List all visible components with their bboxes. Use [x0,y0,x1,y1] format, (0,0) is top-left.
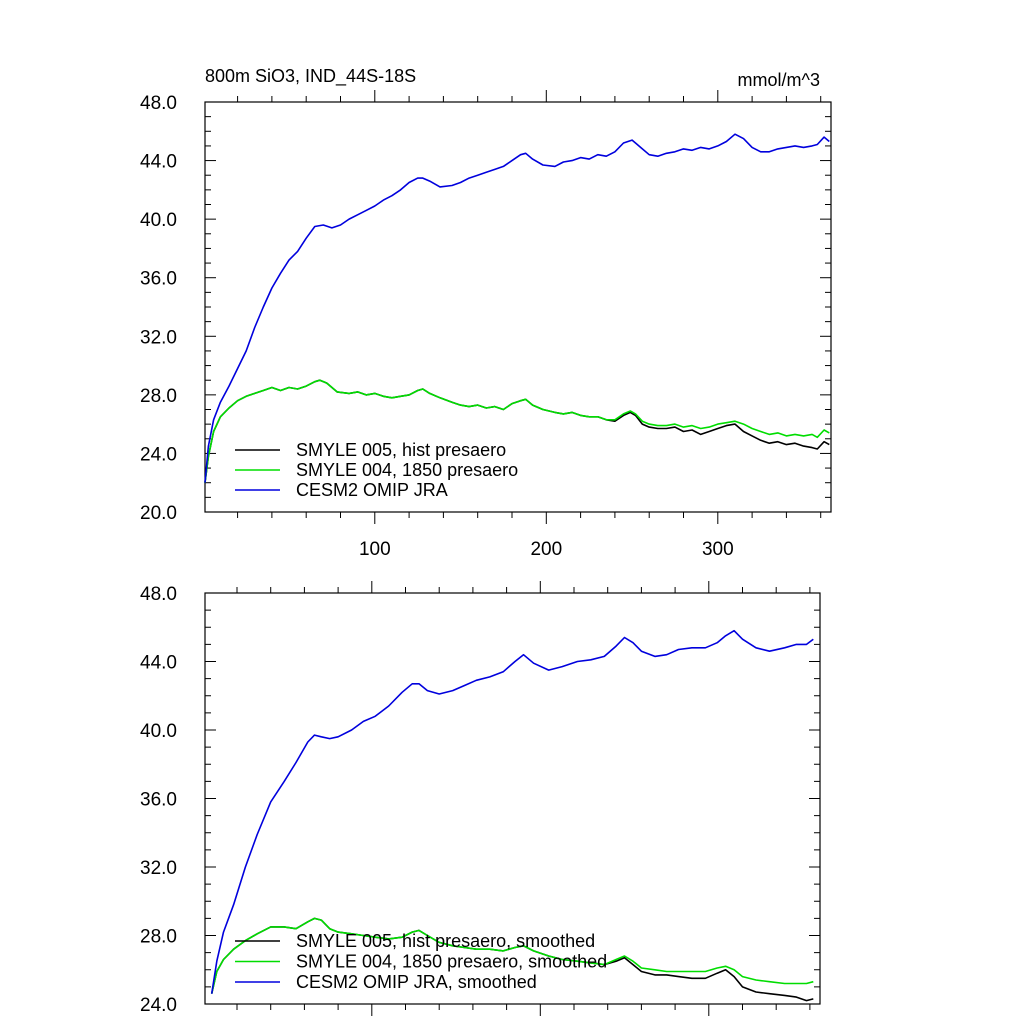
y-tick-label: 20.0 [140,503,177,524]
y-tick-label: 44.0 [140,653,177,674]
y-tick-label: 36.0 [140,790,177,811]
y-tick-label: 48.0 [140,584,177,605]
y-tick-label: 44.0 [140,152,177,173]
series-line-2 [210,629,814,994]
bottom-panel-legend: SMYLE 005, hist presaero, smoothedSMYLE … [235,931,607,992]
y-tick-label: 36.0 [140,269,177,290]
legend-label: CESM2 OMIP JRA, smoothed [296,972,537,992]
y-tick-label: 40.0 [140,721,177,742]
y-tick-label: 32.0 [140,858,177,879]
x-tick-label: 200 [530,539,562,560]
top-panel-axes: 100 200 300 20.0 24.0 28.0 32.0 36.0 40.0 44.0 48.… [140,90,832,560]
x-tick-label: 300 [702,539,734,560]
y-tick-label: 40.0 [140,210,177,231]
series-line-1 [204,379,830,483]
y-tick-label: 28.0 [140,927,177,948]
legend-label: SMYLE 005, hist presaero [296,440,506,460]
bottom-panel: 24.0 28.0 32.0 36.0 40.0 44.0 48.0 SMYLE 005, … [140,581,821,1016]
legend-label: CESM2 OMIP JRA [296,480,448,500]
top-panel: 800m SiO3, IND_44S-18S mmol/m^3 100 200 30… [140,66,832,560]
y-tick-label: 24.0 [140,444,177,465]
series-line-2 [204,133,830,483]
top-panel-series [204,133,830,483]
y-tick-label: 48.0 [140,93,177,114]
x-tick-label: 100 [359,539,391,560]
y-tick-label: 24.0 [140,995,177,1016]
bottom-panel-series [210,629,814,1002]
chart-title-left: 800m SiO3, IND_44S-18S [205,66,416,87]
series-line-1 [210,917,814,994]
legend-label: SMYLE 004, 1850 presaero [296,460,518,480]
y-tick-label: 28.0 [140,386,177,407]
legend-label: SMYLE 005, hist presaero, smoothed [296,931,595,951]
chart-title-right: mmol/m^3 [738,70,820,90]
y-tick-label: 32.0 [140,327,177,348]
bottom-panel-axes: 24.0 28.0 32.0 36.0 40.0 44.0 48.0 [140,581,821,1016]
legend-label: SMYLE 004, 1850 presaero, smoothed [296,952,607,972]
